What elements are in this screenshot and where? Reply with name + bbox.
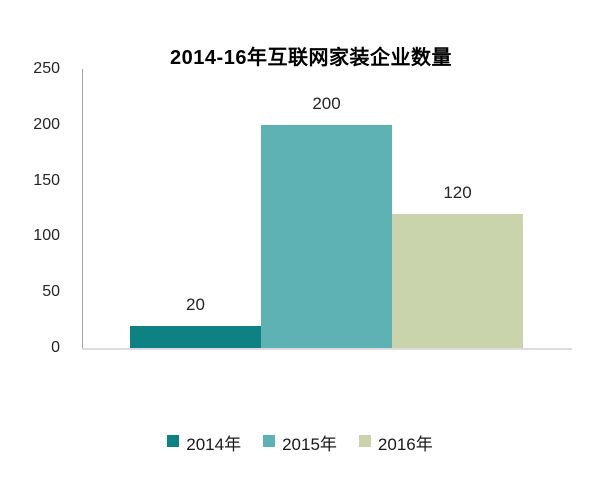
bar-2014年 [130, 326, 261, 348]
bar-2016年 [392, 214, 523, 348]
y-axis-tick-label: 200 [33, 115, 60, 133]
legend-label: 2014年 [186, 434, 242, 454]
bar-value-label: 20 [186, 295, 205, 314]
bar-value-label: 120 [443, 183, 472, 202]
legend-label: 2016年 [377, 434, 433, 454]
legend: 2014年 2015年 2016年 [0, 429, 600, 455]
y-axis-line [82, 69, 83, 348]
legend-swatch-icon [263, 435, 276, 447]
y-axis-tick-label: 250 [33, 60, 60, 77]
legend-swatch-icon [358, 435, 371, 447]
y-axis-tick-label: 50 [42, 283, 60, 301]
y-axis-tick-label: 100 [33, 227, 60, 245]
bar-2015年 [261, 125, 392, 348]
x-axis-line [82, 348, 572, 350]
chart-title: 2014-16年互联网家装企业数量 [170, 47, 452, 69]
bar-value-label: 200 [312, 94, 341, 113]
legend-item-2015年: 2015年 [263, 430, 337, 455]
y-axis-tick-label: 0 [51, 339, 60, 356]
legend-label: 2015年 [282, 434, 337, 454]
y-axis-tick-label: 150 [33, 171, 60, 189]
legend-item-2014年: 2014年 [167, 430, 241, 455]
legend-swatch-icon [167, 435, 180, 447]
legend-item-2016年: 2016年 [358, 430, 433, 455]
